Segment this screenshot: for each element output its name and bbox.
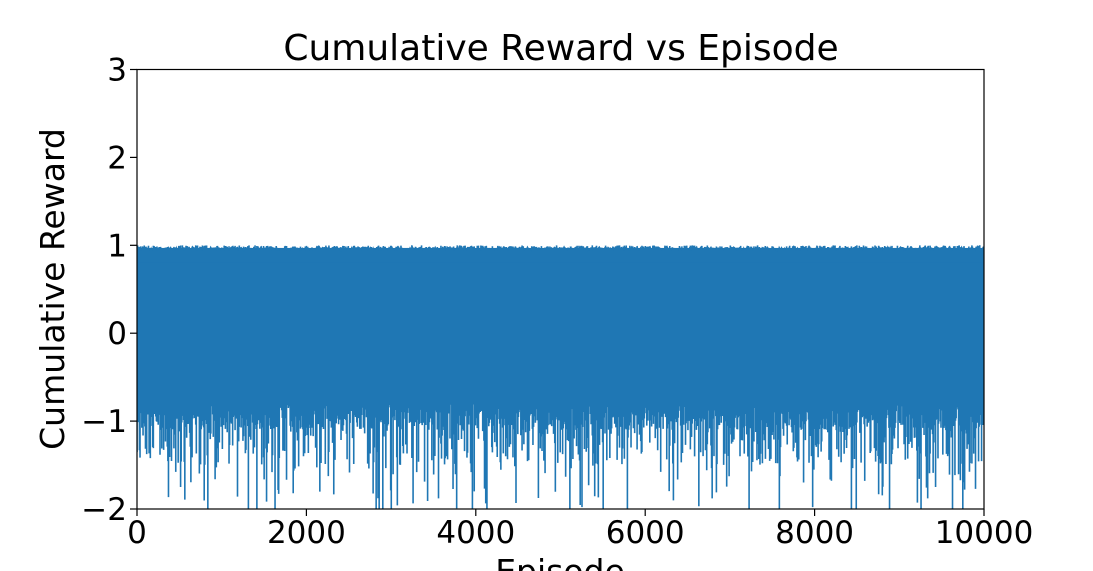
chart-title: Cumulative Reward vs Episode bbox=[283, 28, 838, 69]
y-tick-label: 1 bbox=[107, 228, 127, 264]
series-top-edge bbox=[137, 245, 984, 263]
x-tick-label: 2000 bbox=[267, 515, 346, 551]
y-axis-label: Cumulative Reward bbox=[33, 128, 72, 450]
x-tick-label: 6000 bbox=[606, 515, 685, 551]
y-tick-label: −1 bbox=[81, 404, 127, 440]
x-tick-label: 4000 bbox=[436, 515, 515, 551]
series-group bbox=[137, 245, 984, 509]
x-ticks: 0 2000 4000 6000 8000 10000 bbox=[127, 509, 1033, 551]
x-tick-label: 8000 bbox=[775, 515, 854, 551]
x-tick-label: 10000 bbox=[935, 515, 1034, 551]
x-axis-label: Episode bbox=[495, 552, 625, 571]
plot-frame bbox=[136, 68, 985, 510]
series-line bbox=[137, 245, 984, 509]
y-tick-label: −2 bbox=[81, 492, 127, 528]
x-tick-label: 0 bbox=[127, 515, 147, 551]
y-tick-label: 0 bbox=[107, 316, 127, 352]
y-tick-label: 3 bbox=[107, 53, 127, 89]
y-tick-label: 2 bbox=[107, 140, 127, 176]
y-ticks: −2 −1 0 1 2 3 bbox=[81, 53, 137, 528]
